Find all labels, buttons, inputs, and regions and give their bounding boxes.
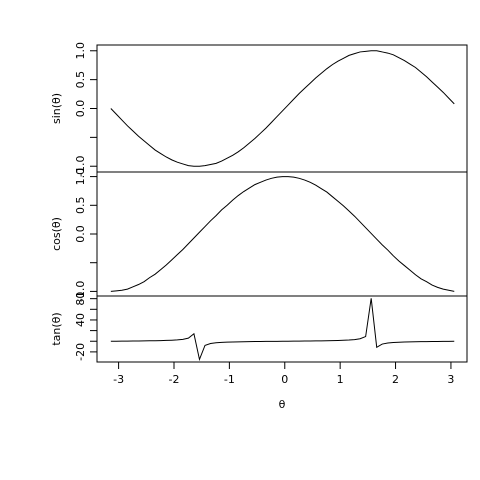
x-tick-label: 1 xyxy=(337,373,344,386)
panel-frame xyxy=(96,171,468,297)
y-tick-label: -20 xyxy=(74,343,87,361)
y-tick-label: -1.0 xyxy=(74,155,87,176)
y-tick-label: -1.0 xyxy=(74,281,87,302)
y-tick-label: 0.5 xyxy=(74,71,87,89)
x-tick-label: -3 xyxy=(113,373,124,386)
x-tick-label: 3 xyxy=(447,373,454,386)
x-tick-label: 0 xyxy=(281,373,288,386)
y-tick-label: 0.5 xyxy=(74,197,87,215)
y-tick-label: 0.0 xyxy=(74,100,87,118)
panel-frame xyxy=(96,295,468,363)
y-tick-label: 80 xyxy=(74,292,87,306)
y-axis-label: sin(θ) xyxy=(50,93,63,124)
y-tick-label: 0.0 xyxy=(74,225,87,243)
y-tick-label: 1.0 xyxy=(74,42,87,60)
x-tick-label: -1 xyxy=(224,373,235,386)
y-axis-label: tan(θ) xyxy=(50,312,63,345)
x-axis-label: θ xyxy=(279,398,286,411)
y-tick-label: 40 xyxy=(74,313,87,327)
x-tick-label: -2 xyxy=(169,373,180,386)
line-series xyxy=(110,50,455,167)
line-series xyxy=(110,176,455,292)
panel-frame xyxy=(96,44,468,173)
line-series xyxy=(110,298,455,362)
y-axis-label: cos(θ) xyxy=(50,217,63,251)
x-tick-label: 2 xyxy=(392,373,399,386)
y-tick-label: 1.0 xyxy=(74,168,87,186)
